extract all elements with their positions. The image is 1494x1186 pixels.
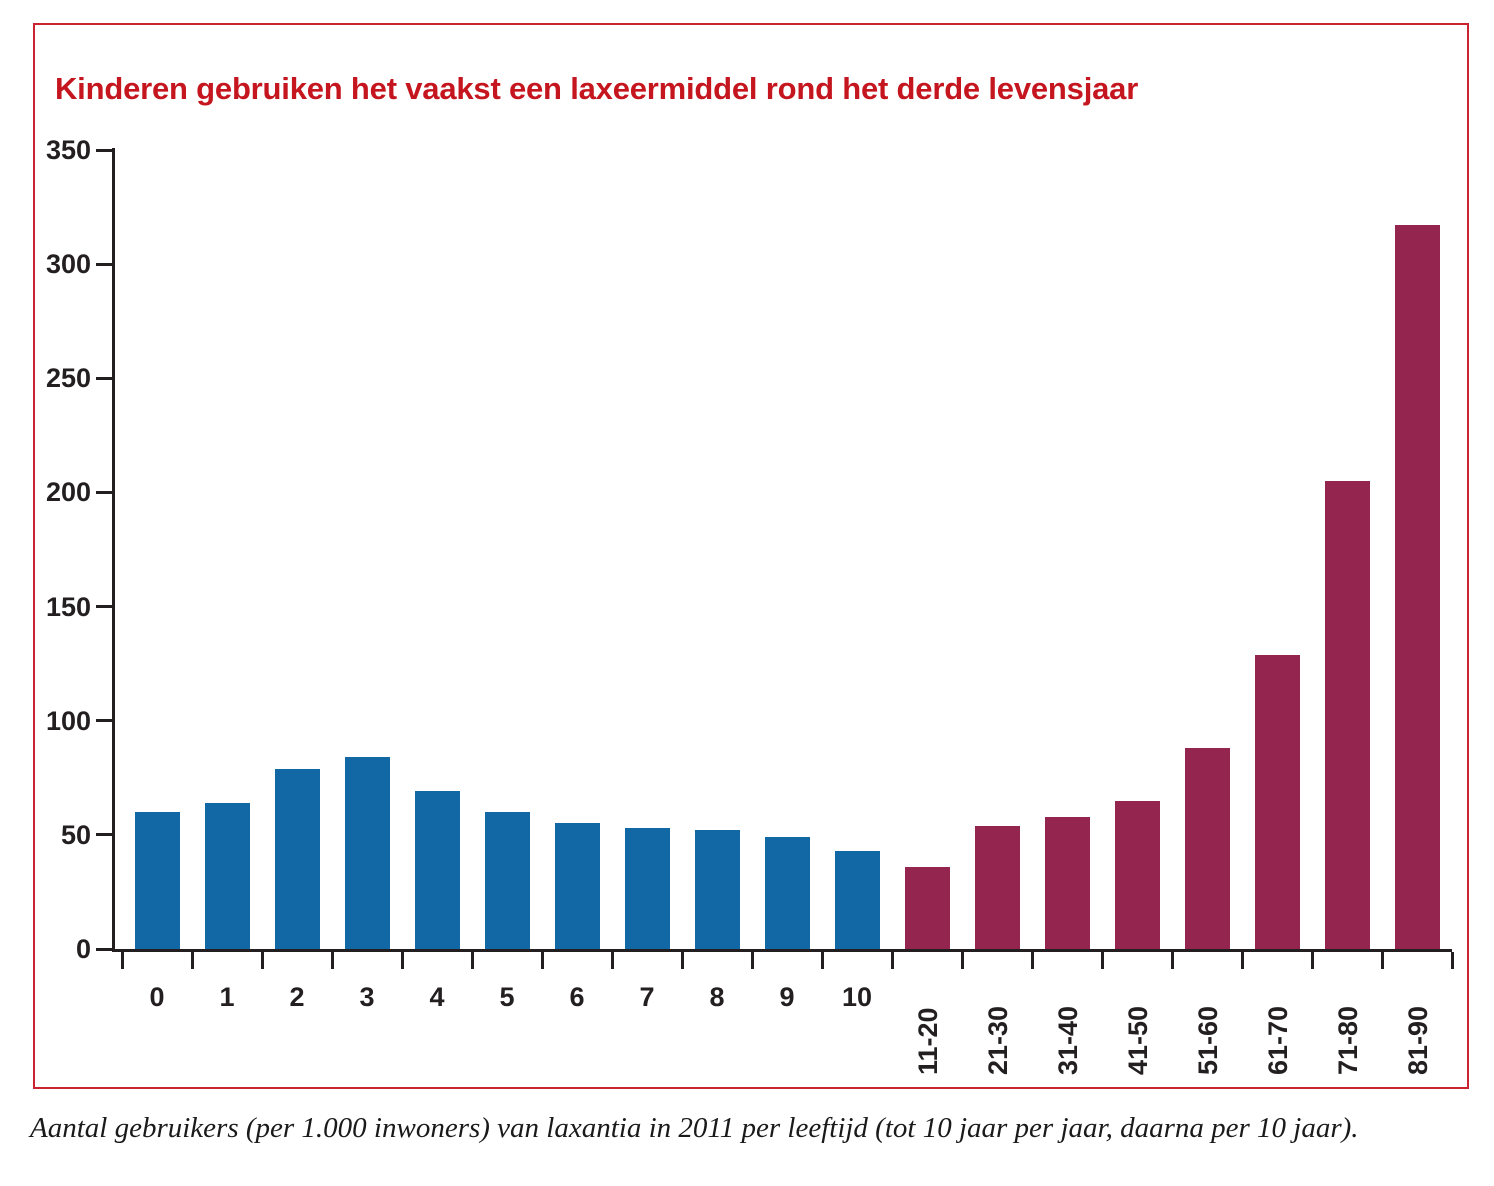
y-tick-100 <box>96 719 112 723</box>
bar-41-50 <box>1114 800 1160 949</box>
x-tick-0 <box>120 952 124 969</box>
x-tick-9 <box>750 952 754 969</box>
x-label-41-50: 41-50 <box>1123 1005 1153 1075</box>
chart-frame: Kinderen gebruiken het vaakst een laxeer… <box>33 23 1469 1089</box>
bar-chart: 0 50 100 150 200 250 300 350 0 1 2 3 4 5 6 7 8 9 10 11-20 2… <box>46 135 1454 1075</box>
y-tick-300 <box>96 262 112 266</box>
bar-7 <box>624 828 670 949</box>
x-tick-5 <box>470 952 474 969</box>
x-tick-15 <box>1170 952 1174 969</box>
y-tick-250 <box>96 376 112 380</box>
x-tick-19 <box>1450 952 1454 969</box>
bar-0 <box>134 812 180 949</box>
x-tick-16 <box>1240 952 1244 969</box>
bar-71-80 <box>1324 481 1370 949</box>
x-label-8: 8 <box>709 982 725 1012</box>
x-tick-18 <box>1380 952 1384 969</box>
x-label-5: 5 <box>499 982 515 1012</box>
bar-10 <box>834 850 880 949</box>
x-tick-10 <box>820 952 824 969</box>
x-axis-line <box>112 949 1452 952</box>
x-tick-8 <box>680 952 684 969</box>
bar-8 <box>694 830 740 949</box>
x-tick-17 <box>1310 952 1314 969</box>
x-tick-7 <box>610 952 614 969</box>
bar-51-60 <box>1184 748 1230 949</box>
y-tick-label-100: 100 <box>45 705 91 736</box>
y-axis-line <box>112 148 115 952</box>
x-tick-1 <box>190 952 194 969</box>
y-tick-200 <box>96 490 112 494</box>
x-tick-6 <box>540 952 544 969</box>
x-label-31-40: 31-40 <box>1053 1005 1083 1075</box>
bar-9 <box>764 837 810 949</box>
x-label-3: 3 <box>359 982 375 1012</box>
y-tick-label-150: 150 <box>45 591 91 622</box>
y-tick-0 <box>96 947 112 951</box>
y-tick-label-300: 300 <box>45 249 91 280</box>
figure-caption: Aantal gebruikers (per 1.000 inwoners) v… <box>30 1112 1359 1144</box>
x-label-11-20: 11-20 <box>913 1007 943 1075</box>
y-tick-50 <box>96 833 112 837</box>
y-tick-350 <box>96 148 112 152</box>
bar-3 <box>344 757 390 949</box>
bar-2 <box>274 768 320 949</box>
x-label-71-80: 71-80 <box>1333 1005 1363 1075</box>
bar-81-90 <box>1394 225 1440 949</box>
bar-5 <box>484 812 530 949</box>
x-label-81-90: 81-90 <box>1403 1005 1433 1075</box>
bar-21-30 <box>974 825 1020 949</box>
bar-31-40 <box>1044 816 1090 949</box>
x-label-6: 6 <box>569 982 585 1012</box>
x-label-51-60: 51-60 <box>1193 1005 1223 1075</box>
x-label-4: 4 <box>429 982 445 1012</box>
bar-11-20 <box>904 866 950 949</box>
x-label-61-70: 61-70 <box>1263 1005 1293 1075</box>
bar-1 <box>204 802 250 949</box>
x-label-2: 2 <box>289 982 305 1012</box>
bar-4 <box>414 791 460 949</box>
x-label-10: 10 <box>841 982 873 1012</box>
x-label-0: 0 <box>149 982 165 1012</box>
y-tick-label-200: 200 <box>45 477 91 508</box>
x-tick-12 <box>960 952 964 969</box>
x-tick-4 <box>400 952 404 969</box>
y-tick-label-350: 350 <box>45 135 91 165</box>
x-tick-3 <box>330 952 334 969</box>
y-tick-label-0: 0 <box>75 934 91 964</box>
x-label-7: 7 <box>639 982 655 1012</box>
y-tick-150 <box>96 605 112 609</box>
chart-title: Kinderen gebruiken het vaakst een laxeer… <box>55 71 1139 106</box>
x-label-1: 1 <box>219 982 235 1012</box>
x-tick-11 <box>890 952 894 969</box>
bar-6 <box>554 823 600 949</box>
y-tick-label-50: 50 <box>60 819 91 850</box>
x-label-9: 9 <box>779 982 795 1012</box>
x-tick-13 <box>1030 952 1034 969</box>
bar-61-70 <box>1254 654 1300 949</box>
x-tick-14 <box>1100 952 1104 969</box>
x-tick-2 <box>260 952 264 969</box>
x-label-21-30: 21-30 <box>983 1005 1013 1075</box>
y-tick-label-250: 250 <box>45 363 91 394</box>
